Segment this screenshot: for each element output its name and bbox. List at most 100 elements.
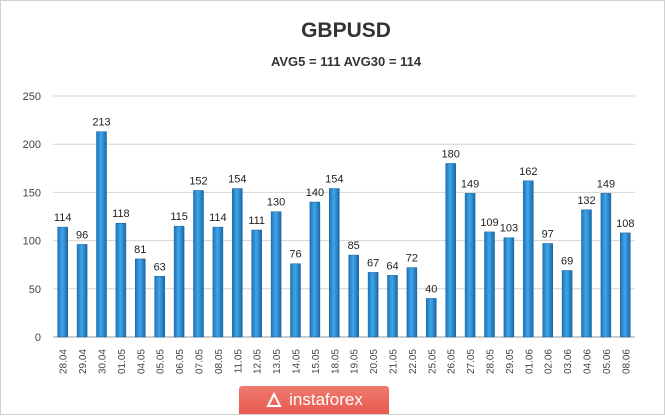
data-label: 118	[112, 208, 130, 220]
chart-title: GBPUSD	[301, 19, 391, 42]
x-tick-label: 29.04	[78, 349, 89, 374]
x-tick-label: 01.05	[117, 349, 128, 374]
x-tick-label: 19.05	[350, 349, 361, 374]
data-label: 114	[54, 212, 72, 224]
x-tick-label: 01.06	[524, 349, 535, 374]
bar	[329, 188, 340, 338]
data-label: 109	[480, 217, 498, 229]
x-tick-label: 22.05	[408, 349, 419, 374]
x-tick-label: 11.05	[233, 349, 244, 374]
x-tick-label: 13.05	[272, 349, 283, 374]
brand-text: instaforex	[289, 390, 363, 409]
x-tick-label: 28.05	[486, 349, 497, 374]
bar	[348, 254, 359, 338]
y-tick-label: 100	[23, 236, 41, 248]
data-labels: 1149621311881631151521141541111307614015…	[54, 117, 635, 296]
bar	[561, 270, 573, 338]
x-tick-label: 30.04	[98, 349, 109, 374]
bar	[57, 226, 68, 338]
data-label: 149	[461, 178, 479, 190]
instaforex-logo: instaforex	[239, 386, 389, 414]
gridlines	[53, 95, 635, 338]
x-tick-label: 15.05	[311, 349, 322, 374]
bar	[76, 244, 88, 338]
bar	[251, 229, 262, 338]
x-axis: 28.04 29.04 30.04 01.05 04.05 05.05 06.05 07.05…	[59, 349, 633, 374]
bar	[503, 237, 515, 338]
x-tick-label: 29.05	[505, 349, 516, 374]
x-tick-label: 14.05	[292, 349, 303, 374]
bar	[154, 276, 165, 338]
y-tick-label: 200	[23, 139, 41, 151]
data-label: 152	[189, 175, 207, 187]
data-label: 115	[170, 211, 188, 223]
bar	[600, 193, 612, 338]
y-tick-label: 150	[23, 187, 41, 199]
data-label: 140	[306, 187, 324, 199]
bar	[426, 298, 437, 338]
bar	[309, 201, 321, 338]
bar	[367, 272, 379, 338]
data-label: 154	[228, 174, 246, 186]
data-label: 180	[442, 148, 460, 160]
data-label: 67	[367, 257, 379, 269]
x-tick-label: 07.05	[195, 349, 206, 374]
data-label: 63	[154, 261, 166, 273]
bar	[445, 163, 456, 338]
data-label: 81	[134, 244, 146, 256]
x-tick-label: 05.05	[156, 349, 167, 374]
data-label: 114	[209, 212, 227, 224]
bar	[464, 193, 476, 338]
x-tick-label: 26.05	[447, 349, 458, 374]
data-label: 162	[519, 166, 537, 178]
x-tick-label: 21.05	[389, 349, 400, 374]
data-label: 40	[425, 283, 437, 295]
bars	[57, 131, 631, 338]
bar	[212, 226, 224, 338]
bar	[173, 225, 185, 338]
x-tick-label: 06.05	[175, 349, 186, 374]
bar	[270, 211, 282, 338]
x-tick-label: 20.05	[369, 349, 380, 374]
y-tick-label: 0	[35, 332, 41, 344]
x-tick-label: 04.05	[136, 349, 147, 374]
data-label: 97	[542, 228, 554, 240]
bar	[406, 267, 418, 338]
data-label: 64	[386, 260, 398, 272]
x-tick-label: 27.05	[466, 349, 477, 374]
chart-subtitle: AVG5 = 111 AVG30 = 114	[271, 54, 422, 69]
bar	[135, 258, 146, 338]
x-tick-label: 04.06	[583, 349, 594, 374]
x-tick-label: 12.05	[253, 349, 264, 374]
data-label: 149	[597, 178, 615, 190]
x-tick-label: 05.06	[602, 349, 613, 374]
bar	[232, 188, 243, 338]
x-tick-label: 03.06	[563, 349, 574, 374]
data-label: 111	[248, 215, 265, 227]
data-label: 69	[561, 255, 573, 267]
data-label: 132	[577, 195, 595, 207]
bar	[542, 243, 553, 338]
bar	[290, 263, 301, 338]
data-label: 213	[92, 117, 110, 129]
x-tick-label: 18.05	[330, 349, 341, 374]
data-label: 72	[406, 253, 418, 265]
bar	[484, 231, 495, 338]
instaforex-mark-icon	[266, 391, 282, 407]
bar	[387, 275, 398, 338]
data-label: 76	[289, 249, 301, 261]
data-label: 130	[267, 197, 285, 209]
bar	[193, 190, 204, 338]
data-label: 103	[500, 223, 518, 235]
bar	[581, 209, 592, 338]
bar	[96, 131, 107, 338]
bar	[115, 222, 127, 338]
x-tick-label: 25.05	[427, 349, 438, 374]
data-label: 154	[325, 174, 343, 186]
bar	[620, 232, 631, 338]
bar	[523, 180, 534, 338]
y-axis: 0 50 100 150 200 250	[23, 91, 41, 344]
y-tick-label: 50	[29, 284, 41, 296]
